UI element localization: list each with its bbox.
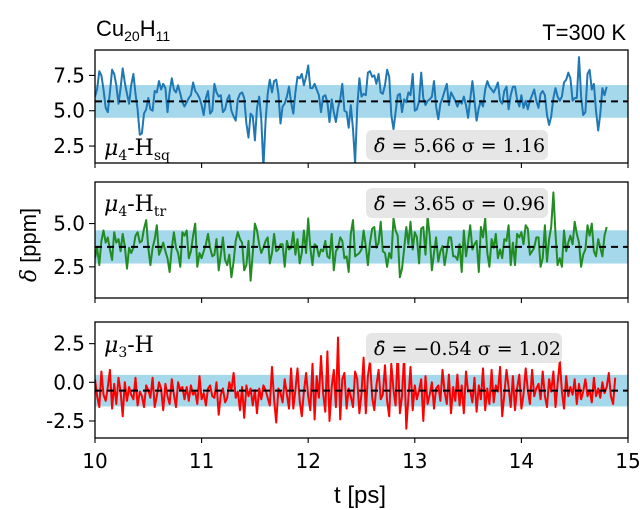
stat-box (366, 333, 562, 363)
y-axis-label: δ[ppm] (16, 208, 42, 282)
panel-label: μ3-H (104, 333, 154, 361)
svg-text:δ[ppm]: δ[ppm] (16, 208, 42, 282)
panel-label: μ4-Hsq (104, 136, 170, 164)
x-tick-label: 10 (82, 449, 107, 473)
stat-text: δ̄ = 3.65 σ = 0.96 (374, 193, 545, 215)
panel-frame (94, 181, 629, 299)
stat-text: δ̄ = −0.54 σ = 1.02 (374, 338, 561, 360)
y-tick-label: 2.5 (53, 255, 85, 279)
y-tick-label: 2.5 (53, 134, 85, 158)
x-tick-label: 14 (509, 449, 534, 473)
series-line (95, 336, 617, 430)
stat-text: δ̄ = 5.66 σ = 1.16 (374, 135, 545, 157)
panel-label: μ4-Htr (104, 192, 166, 220)
x-tick-label: 12 (295, 449, 320, 473)
panel-mu4-hsq: 2.5 5.0 7.5 μ4-Hsq δ̄ = 5.66 σ = 1.16 (53, 49, 629, 168)
figure-title-formula: Cu20H11 (96, 16, 170, 44)
y-tick-label: 2.5 (53, 332, 85, 356)
x-tick-label: 11 (189, 449, 214, 473)
panel-mu3-h: -2.5 0.0 2.5 μ3-H δ̄ = −0.54 σ = 1.02 (46, 321, 629, 443)
x-axis-label: t [ps] (334, 482, 386, 509)
series-line (95, 56, 608, 163)
panel-mu4-htr: 2.5 5.0 μ4-Htr δ̄ = 3.65 σ = 0.96 (53, 181, 629, 303)
y-tick-label: 7.5 (53, 63, 85, 87)
x-tick-label: 15 (615, 449, 640, 473)
x-axis-ticks: 10 11 12 13 14 15 (82, 449, 640, 473)
panel-frame (94, 49, 629, 164)
series-line (95, 191, 608, 282)
y-tick-label: 5.0 (53, 99, 85, 123)
x-tick-label: 13 (402, 449, 427, 473)
stat-box (366, 130, 548, 160)
y-tick-label: -2.5 (46, 409, 85, 433)
stat-box (366, 188, 548, 218)
panel-frame (94, 321, 629, 439)
y-tick-label: 5.0 (53, 212, 85, 236)
y-tick-label: 0.0 (53, 370, 85, 394)
figure-title-temperature: T=300 K (542, 20, 626, 45)
